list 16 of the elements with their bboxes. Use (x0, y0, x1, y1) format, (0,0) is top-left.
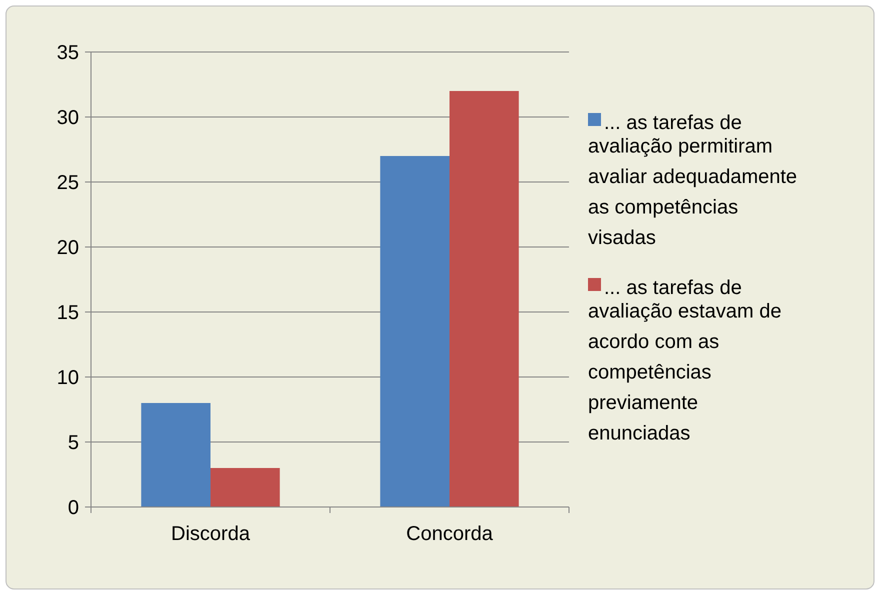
bar (450, 91, 519, 507)
y-tick-label: 35 (56, 42, 79, 64)
bar (380, 156, 450, 507)
y-tick-label: 10 (56, 367, 79, 389)
legend-label: ... as tarefas de avaliação permitiram avaliar adequadamente as competências visadas (588, 112, 798, 249)
legend-label: ... as tarefas de avaliação estavam de acordo com as competências previamente enunciadas (588, 277, 782, 444)
x-tick-label: Concorda (406, 523, 494, 545)
y-tick-label: 15 (56, 302, 79, 324)
y-tick-label: 5 (68, 432, 79, 454)
x-tick-label: Discorda (171, 523, 251, 545)
y-tick-label: 0 (68, 497, 79, 519)
bar (141, 403, 210, 507)
y-tick-label: 25 (56, 172, 79, 194)
y-tick-label: 30 (56, 107, 79, 129)
bar (210, 468, 280, 507)
y-tick-label: 20 (56, 237, 79, 259)
